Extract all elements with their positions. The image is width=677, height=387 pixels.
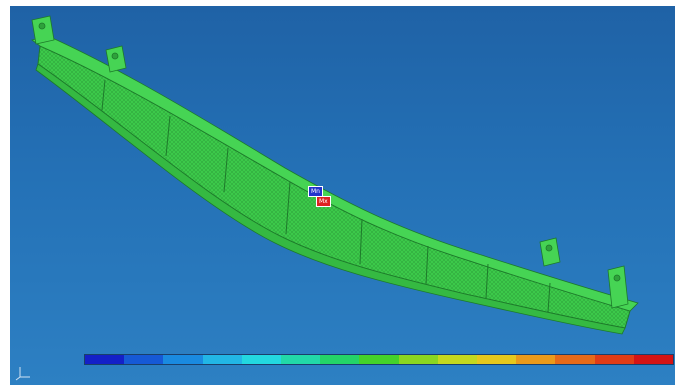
beam-stiffeners xyxy=(101,79,551,313)
legend-color-segment xyxy=(516,355,556,364)
legend-color-segment xyxy=(555,355,595,364)
3d-viewport[interactable]: Mn Mx xyxy=(10,6,675,385)
coordinate-axes-icon[interactable] xyxy=(14,361,36,381)
legend-color-segment xyxy=(241,355,282,364)
legend-color-segment xyxy=(359,355,399,364)
legend-color-segment xyxy=(163,355,203,364)
legend-color-segment xyxy=(85,355,125,364)
color-legend-bar xyxy=(84,354,674,365)
beam-brackets xyxy=(31,15,629,309)
legend-color-segment xyxy=(477,355,517,364)
min-value-marker[interactable]: Mn xyxy=(308,186,323,197)
legend-color-segment xyxy=(124,355,164,364)
legend-color-segment xyxy=(202,355,242,364)
legend-color-segment xyxy=(398,355,438,364)
color-legend-ticks xyxy=(84,367,672,379)
beam-bottom-flange xyxy=(35,63,626,335)
legend-color-segment xyxy=(594,355,634,364)
beam-model[interactable] xyxy=(10,6,675,385)
max-value-marker[interactable]: Mx xyxy=(316,196,331,207)
legend-color-segment xyxy=(633,355,674,364)
legend-color-segment xyxy=(437,355,478,364)
legend-color-segment xyxy=(281,355,321,364)
beam-top-flange xyxy=(31,35,639,312)
legend-color-segment xyxy=(320,355,360,364)
